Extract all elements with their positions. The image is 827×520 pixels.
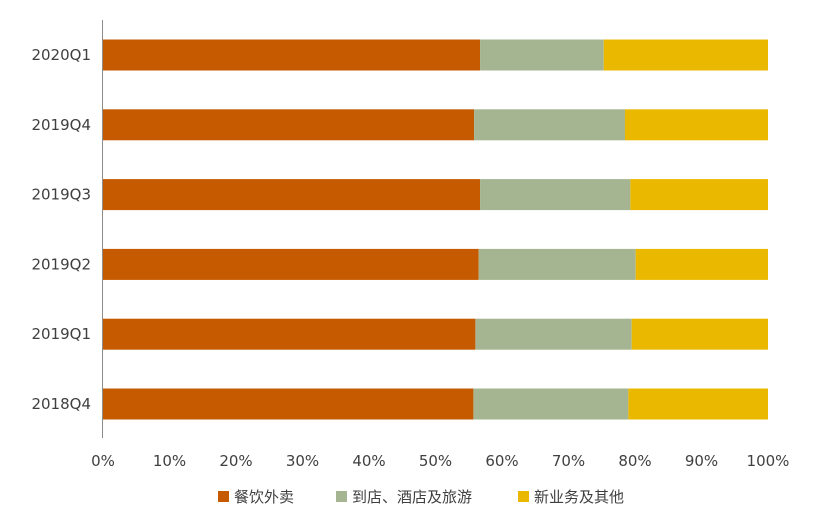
y-tick-label: 2020Q1 xyxy=(31,46,91,64)
y-tick-label: 2019Q2 xyxy=(31,255,91,273)
x-tick-label: 50% xyxy=(419,452,452,470)
legend-label: 到店、酒店及旅游 xyxy=(352,488,472,506)
bar-segment-2019Q1-s0 xyxy=(103,318,476,350)
x-tick-label: 80% xyxy=(618,452,651,470)
bar-segment-2019Q2-s1 xyxy=(478,248,636,280)
bar-segment-2019Q3-s1 xyxy=(480,179,631,211)
bar-segment-2019Q1-s1 xyxy=(475,318,632,350)
y-tick-label: 2019Q3 xyxy=(31,186,91,204)
legend-swatch xyxy=(218,491,229,502)
x-tick-label: 100% xyxy=(747,452,790,470)
bar-segment-2018Q4-s2 xyxy=(628,388,768,420)
bar-segment-2019Q1-s2 xyxy=(631,318,768,350)
bar-segment-2020Q1-s0 xyxy=(103,39,481,71)
bar-segment-2018Q4-s1 xyxy=(473,388,629,420)
bar-segment-2019Q2-s2 xyxy=(635,248,768,280)
bar-segment-2019Q4-s0 xyxy=(103,109,475,141)
bar-segment-2018Q4-s0 xyxy=(103,388,474,420)
legend-swatch xyxy=(336,491,347,502)
legend-label: 餐饮外卖 xyxy=(234,488,294,506)
legend-label: 新业务及其他 xyxy=(534,488,624,506)
bar-segment-2019Q2-s0 xyxy=(103,248,479,280)
bar-segment-2019Q3-s0 xyxy=(103,179,481,211)
y-tick-label: 2019Q4 xyxy=(31,116,91,134)
x-tick-label: 30% xyxy=(286,452,319,470)
legend-swatch xyxy=(518,491,529,502)
bar-segment-2020Q1-s1 xyxy=(480,39,604,71)
x-tick-label: 0% xyxy=(91,452,115,470)
x-tick-label: 40% xyxy=(352,452,385,470)
y-tick-label: 2019Q1 xyxy=(31,325,91,343)
x-tick-label: 90% xyxy=(685,452,718,470)
x-tick-label: 70% xyxy=(552,452,585,470)
bar-segment-2020Q1-s2 xyxy=(603,39,768,71)
y-tick-label: 2018Q4 xyxy=(31,395,91,413)
x-tick-label: 20% xyxy=(219,452,252,470)
x-tick-label: 10% xyxy=(153,452,186,470)
bar-segment-2019Q4-s2 xyxy=(625,109,768,141)
bar-segment-2019Q3-s2 xyxy=(630,179,768,211)
x-tick-label: 60% xyxy=(485,452,518,470)
bar-segment-2019Q4-s1 xyxy=(474,109,626,141)
